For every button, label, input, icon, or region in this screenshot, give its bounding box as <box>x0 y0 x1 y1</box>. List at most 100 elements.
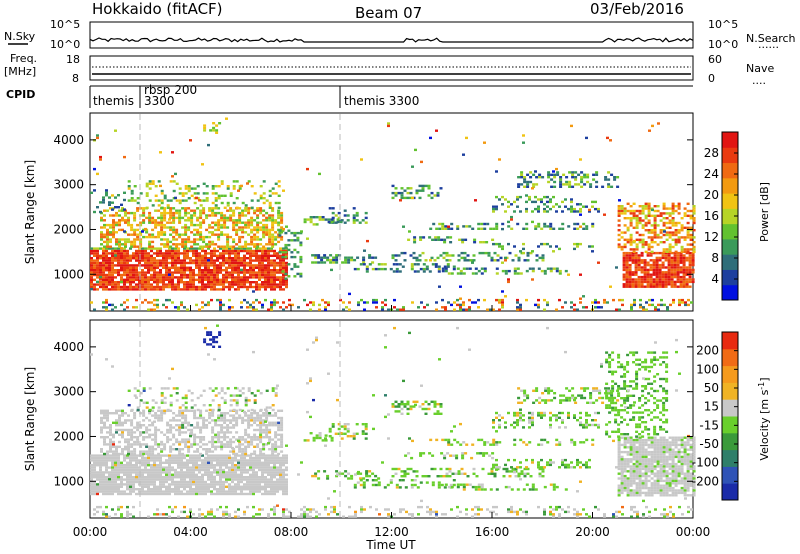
power-cell <box>282 308 285 311</box>
power-cell <box>671 221 675 225</box>
power-cell <box>366 239 369 243</box>
power-cell <box>105 257 108 260</box>
power-cell <box>617 207 621 210</box>
velocity-cell <box>151 433 155 436</box>
power-cell <box>653 236 657 239</box>
power-cell <box>114 264 117 267</box>
power-cell <box>478 251 482 255</box>
power-cell <box>314 256 318 259</box>
power-cell <box>202 245 206 248</box>
power-cell <box>235 243 239 246</box>
power-cell <box>442 256 446 260</box>
power-cell <box>121 238 124 241</box>
power-cell <box>209 129 213 132</box>
velocity-cell <box>160 416 164 420</box>
power-cell <box>183 306 186 309</box>
velocity-cell <box>282 471 285 474</box>
velocity-cell <box>177 464 180 467</box>
velocity-cell <box>141 456 144 460</box>
velocity-cell <box>139 443 143 446</box>
power-cell <box>231 276 234 279</box>
power-cell <box>456 272 460 275</box>
velocity-cell <box>232 440 236 444</box>
power-cell <box>253 211 257 215</box>
power-cell <box>156 281 159 284</box>
power-cell <box>226 243 230 246</box>
velocity-cell <box>199 431 203 434</box>
velocity-cell <box>177 471 180 474</box>
power-cell <box>261 306 264 309</box>
power-cell <box>625 268 629 272</box>
power-cell <box>364 216 368 220</box>
power-cell <box>172 221 176 224</box>
velocity-cell <box>279 468 282 472</box>
power-cell <box>312 301 315 304</box>
power-cell <box>205 245 209 248</box>
velocity-cell <box>163 443 167 446</box>
power-cell <box>640 275 644 279</box>
power-cell <box>264 266 267 269</box>
power-cell <box>687 303 690 307</box>
velocity-cell <box>222 456 225 460</box>
velocity-cell <box>253 450 257 453</box>
power-cell <box>264 257 267 260</box>
power-cell <box>348 292 351 296</box>
power-cell <box>526 173 530 176</box>
power-cell <box>139 233 143 236</box>
velocity-cell <box>120 466 123 469</box>
velocity-cell <box>273 466 276 469</box>
velocity-cell <box>159 454 162 457</box>
power-cell <box>523 259 527 262</box>
power-cell <box>229 235 233 239</box>
velocity-cell <box>100 436 103 439</box>
power-cell <box>217 223 221 227</box>
velocity-cell <box>237 464 240 467</box>
power-cell <box>111 264 114 267</box>
velocity-cell <box>190 424 194 427</box>
power-cell <box>413 263 417 266</box>
velocity-cell <box>102 476 105 479</box>
velocity-cell <box>132 488 135 491</box>
velocity-cell <box>153 464 156 467</box>
power-cell <box>243 257 246 260</box>
velocity-cell <box>138 488 141 491</box>
velocity-cell <box>225 461 228 464</box>
power-cell <box>647 209 651 213</box>
power-cell <box>623 212 627 215</box>
velocity-cell <box>210 454 213 457</box>
power-cell <box>491 238 495 241</box>
velocity-cell <box>123 473 126 476</box>
power-cell <box>501 298 504 302</box>
power-cell <box>153 278 156 281</box>
power-cell <box>105 194 108 197</box>
velocity-cell <box>121 412 124 415</box>
velocity-cell <box>111 485 114 488</box>
power-cell <box>510 227 514 230</box>
power-cell <box>142 207 146 210</box>
velocity-cell <box>142 419 146 422</box>
power-cell <box>579 242 582 246</box>
power-cell <box>90 266 93 269</box>
power-cell <box>339 298 342 302</box>
power-cell <box>141 264 144 267</box>
velocity-cell <box>129 454 132 457</box>
power-cell <box>526 183 530 186</box>
power-cell <box>144 257 147 260</box>
velocity-cell <box>181 416 185 420</box>
power-cell <box>172 214 176 217</box>
power-cell <box>261 264 264 267</box>
velocity-frame <box>89 319 694 519</box>
power-cell <box>132 281 135 284</box>
velocity-cell <box>243 456 246 460</box>
power-cell <box>364 211 368 215</box>
power-cell <box>597 261 600 264</box>
velocity-cell <box>196 436 200 439</box>
power-cell <box>428 270 432 273</box>
power-cell <box>237 261 240 265</box>
power-cell <box>635 248 639 251</box>
power-cell <box>165 271 168 274</box>
power-cell <box>96 257 99 260</box>
power-cell <box>145 194 149 197</box>
power-cell <box>216 257 219 260</box>
velocity-cell <box>132 456 135 460</box>
